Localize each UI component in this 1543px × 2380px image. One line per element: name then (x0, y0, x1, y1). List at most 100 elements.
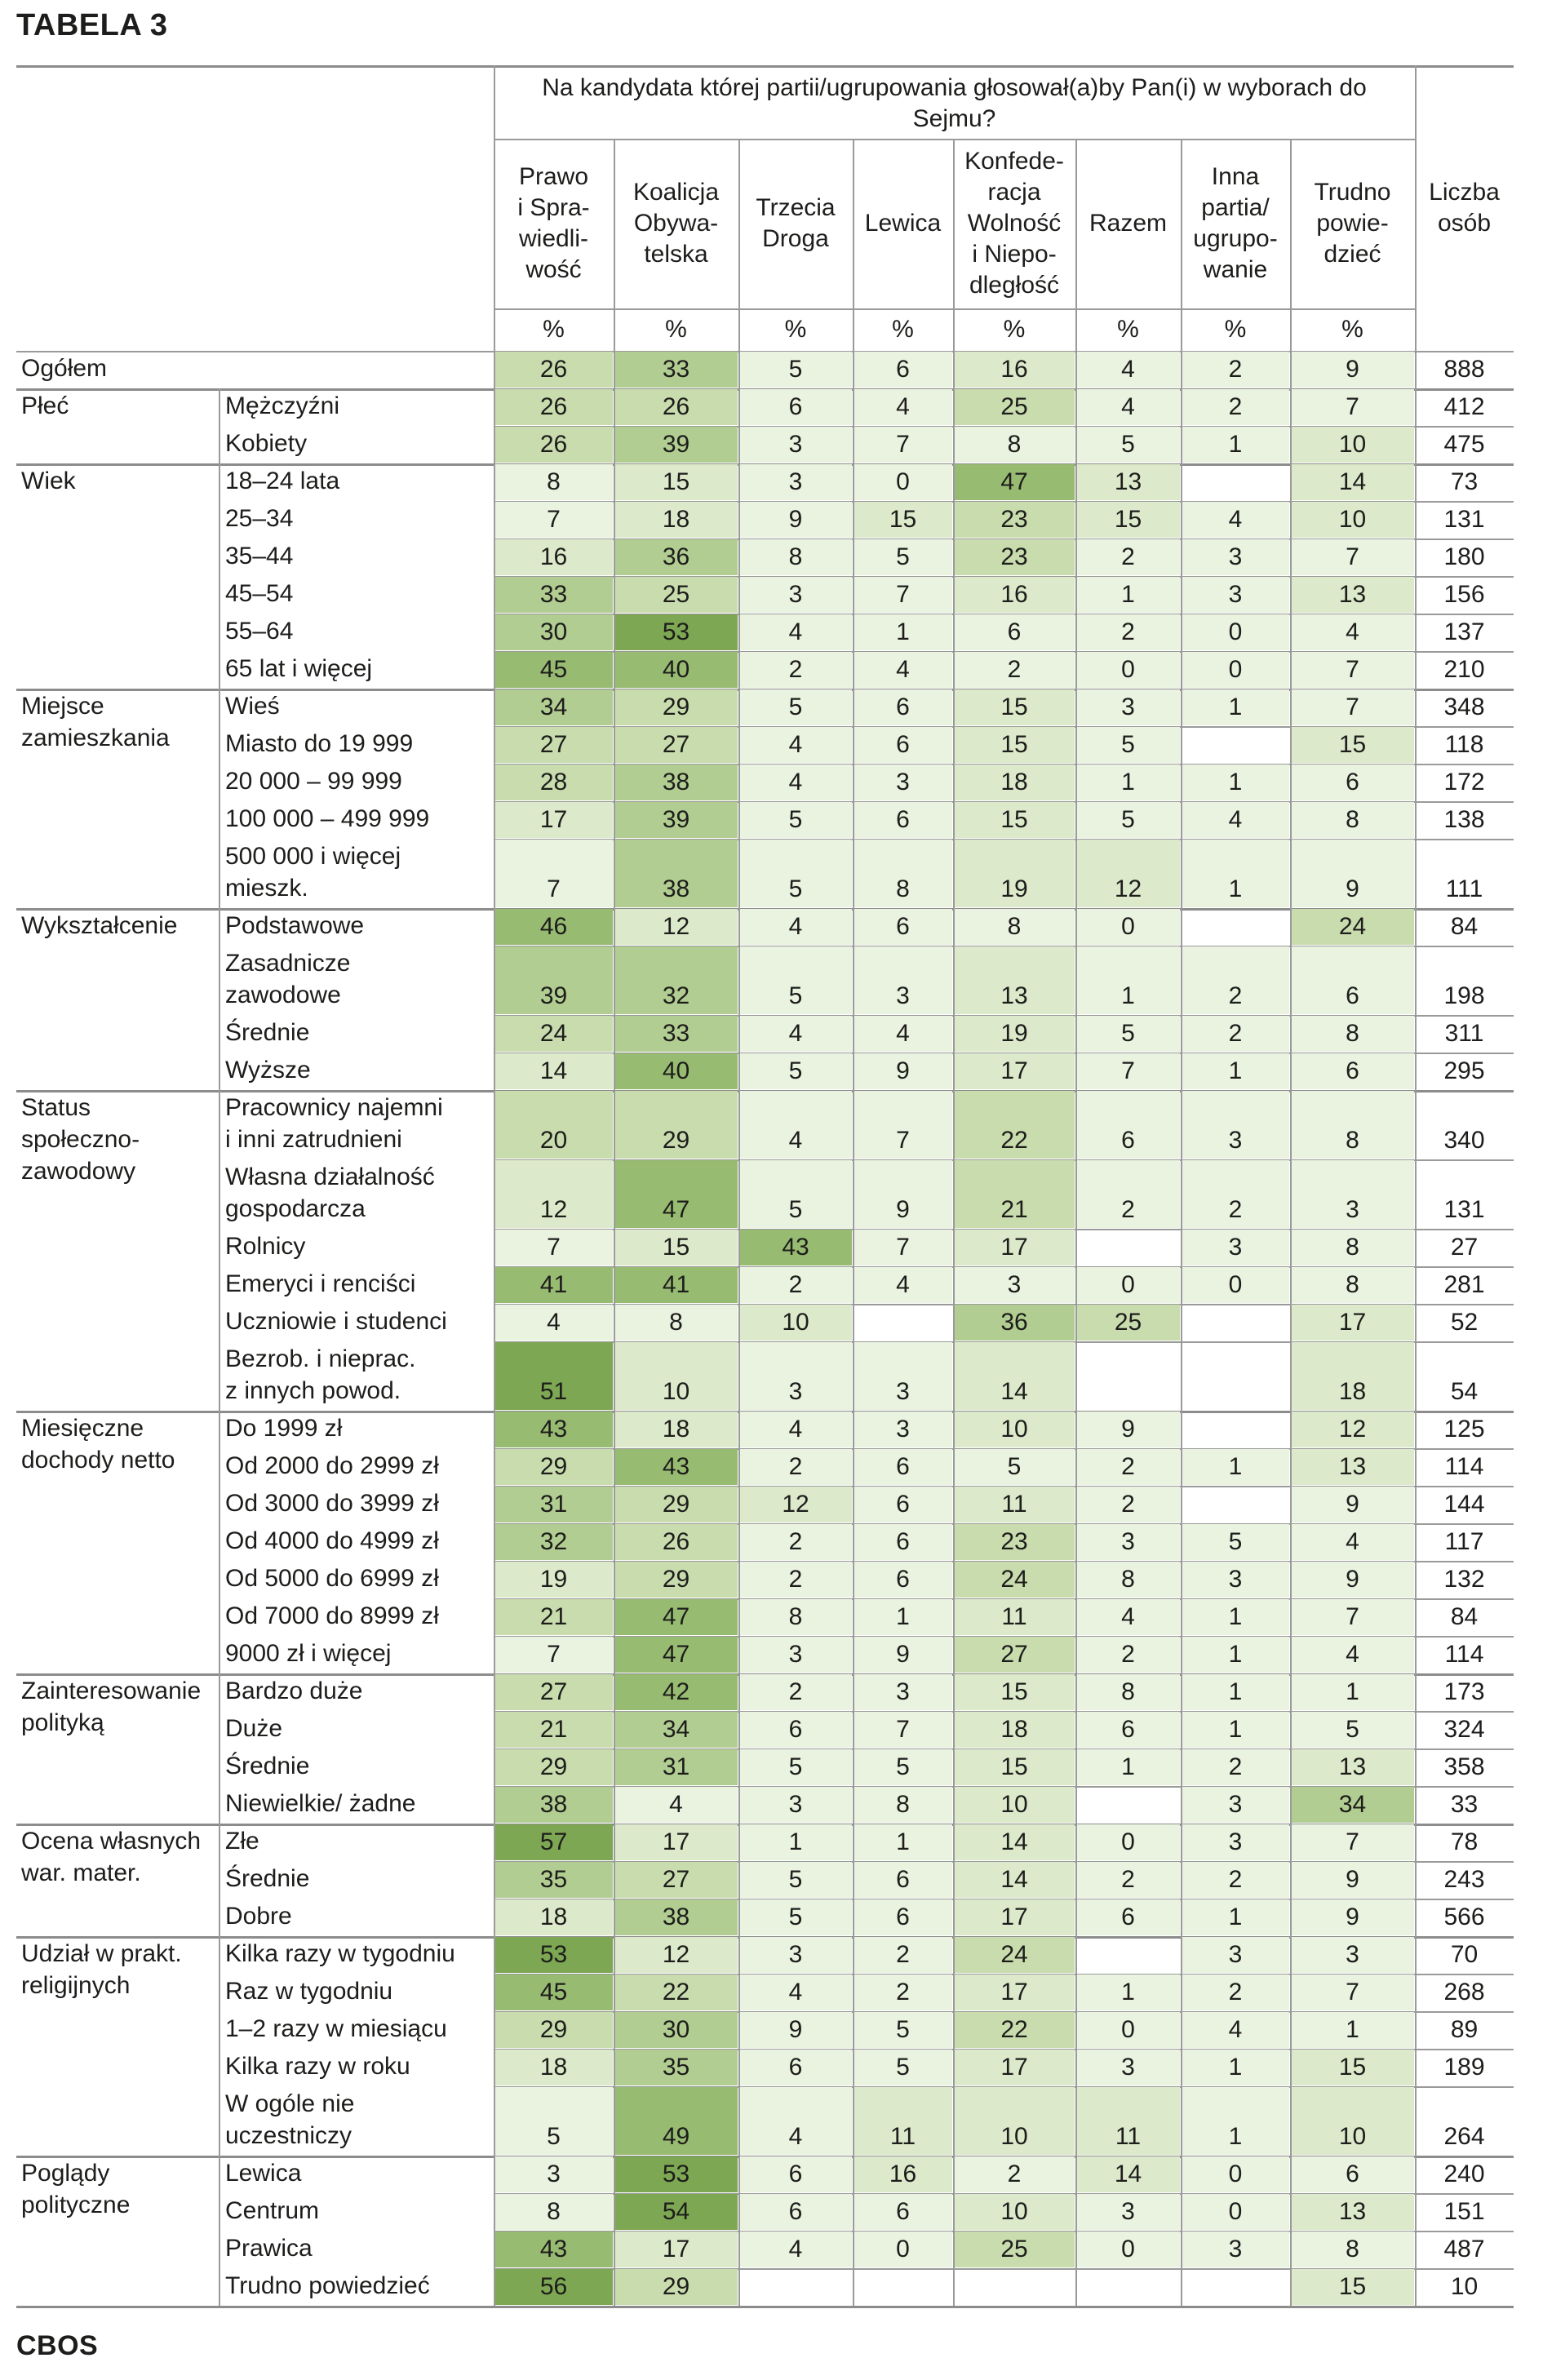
value-cell: 5 (1121, 1020, 1135, 1047)
cell-shade (1291, 840, 1414, 907)
value-cell: 29 (662, 2273, 690, 2300)
grid-line (219, 1090, 220, 1411)
cell-shade (1291, 1230, 1414, 1265)
cell-shade (494, 1899, 613, 1935)
row-label: uczestniczy (225, 2122, 352, 2149)
cell-shade (1182, 840, 1289, 907)
value-cell: 2 (896, 1941, 910, 1968)
cell-shade (1076, 2156, 1180, 2192)
cell-shade (854, 1974, 952, 2010)
cell-shade (1291, 1787, 1414, 1823)
value-cell: 5 (1121, 731, 1135, 758)
value-cell: 4 (788, 1979, 803, 2005)
column-header-line: Prawo (518, 163, 589, 190)
grid-line (219, 463, 220, 689)
value-cell: 18 (1000, 1716, 1028, 1743)
row-label: Kilka razy w tygodniu (225, 1940, 455, 1967)
value-cell: 4 (896, 1020, 910, 1047)
value-cell: 15 (1000, 1678, 1028, 1705)
group-label: Status (21, 1094, 91, 1121)
column-header-8: Trudno powie-dzieć (1290, 139, 1415, 308)
cell-shade (614, 1712, 738, 1748)
group-label: społeczno- (21, 1126, 140, 1153)
cell-shade (954, 1824, 1075, 1860)
value-cell: 17 (662, 2236, 690, 2263)
grid-line (219, 388, 220, 463)
cell-shade (494, 2269, 613, 2305)
cell-shade (1076, 1637, 1180, 1673)
cell-shade (494, 2156, 613, 2192)
value-cell: 56 (539, 2273, 568, 2300)
cell-shade (614, 1091, 738, 1159)
value-cell: 1 (1228, 431, 1243, 458)
column-header-line: Konfede- (964, 148, 1064, 175)
value-cell: 9 (788, 2016, 803, 2043)
column-header-7: Inna partia/ugrupo-wanie (1181, 139, 1290, 308)
value-cell: 1 (1228, 2123, 1243, 2150)
row-label: Kilka razy w roku (225, 2053, 410, 2080)
grid-line (16, 2306, 1514, 2308)
cell-shade (954, 1899, 1075, 1935)
cell-shade (739, 1637, 852, 1673)
value-cell: 15 (1338, 731, 1367, 758)
value-cell: 0 (1121, 2236, 1135, 2263)
cell-shade (1076, 1974, 1180, 2010)
row-label: Średnie (225, 1753, 310, 1779)
value-cell: 4 (1228, 806, 1243, 833)
value-cell: 0 (1121, 656, 1135, 683)
cell-shade (739, 464, 852, 500)
column-header-line: Inna (1211, 163, 1260, 190)
column-header-line: Wolność (967, 210, 1062, 237)
row-label: Do 1999 zł (225, 1415, 343, 1442)
value-cell: 9 (1346, 1866, 1359, 1893)
cell-shade (494, 1637, 613, 1673)
cell-shade (739, 1674, 852, 1710)
cell-shade (494, 2012, 613, 2048)
value-cell: 4 (788, 913, 803, 940)
value-cell: 4 (547, 1309, 561, 1336)
row-label: 500 000 i więcej (225, 843, 401, 870)
count-cell: 89 (1450, 2016, 1479, 2043)
value-cell: 6 (788, 2198, 803, 2225)
cell-shade (1182, 1712, 1289, 1748)
cell-shade (739, 840, 852, 907)
cell-shade (1182, 1824, 1289, 1860)
cell-shade (1076, 652, 1180, 688)
cell-shade (854, 1230, 952, 1265)
cell-shade (854, 352, 952, 388)
value-cell: 2 (788, 1528, 803, 1555)
value-cell: 7 (896, 1127, 910, 1154)
value-cell: 1 (1346, 1678, 1359, 1705)
value-cell: 2 (1121, 1196, 1135, 1223)
cell-shade (614, 1749, 738, 1785)
value-cell: 24 (1338, 913, 1367, 940)
row-label: Podstawowe (225, 912, 365, 939)
value-cell: 38 (539, 1791, 568, 1818)
column-unit: % (892, 316, 914, 343)
row-label: Od 7000 do 8999 zł (225, 1602, 439, 1629)
cell-shade (1076, 1267, 1180, 1303)
cell-shade (1076, 727, 1180, 763)
cell-shade (1291, 1524, 1414, 1560)
cell-shade (614, 389, 738, 425)
value-cell: 16 (889, 2161, 917, 2187)
value-cell: 53 (539, 1941, 568, 1968)
cell-shade (1076, 1562, 1180, 1598)
cell-shade (739, 389, 852, 425)
cell-shade (954, 689, 1075, 725)
row-label: W ogóle nie (225, 2090, 355, 2117)
row-label: Prawica (225, 2235, 313, 2262)
cell-shade (494, 1599, 613, 1635)
value-cell: 54 (662, 2198, 690, 2225)
row-label: Raz w tygodniu (225, 1978, 393, 2005)
cell-shade (1076, 1449, 1180, 1485)
value-cell: 6 (1121, 1127, 1135, 1154)
column-unit: % (665, 316, 687, 343)
cell-shade (854, 802, 952, 838)
value-cell: 3 (1007, 1271, 1022, 1298)
value-cell: 8 (896, 1791, 910, 1818)
value-cell: 10 (1338, 506, 1367, 533)
value-cell: 2 (1121, 543, 1135, 570)
value-cell: 4 (788, 1020, 803, 1047)
cell-shade (614, 802, 738, 838)
